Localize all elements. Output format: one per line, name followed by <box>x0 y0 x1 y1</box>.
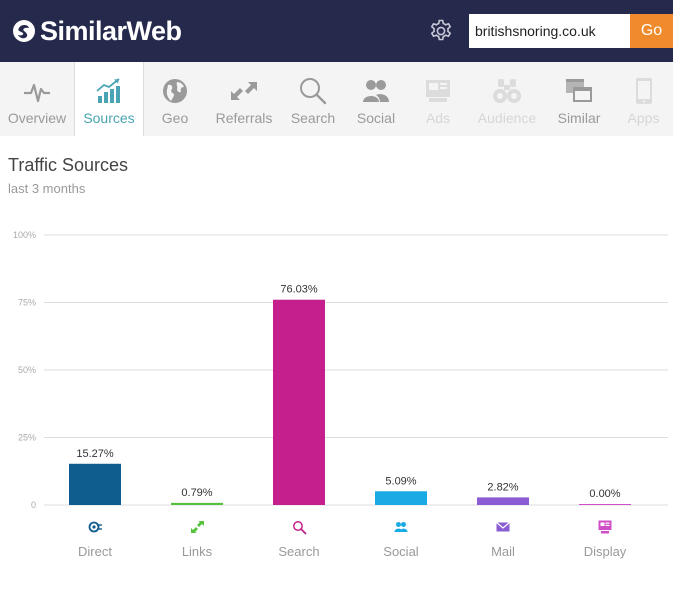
data-label: 5.09% <box>385 475 416 487</box>
nav-tab-label: Similar <box>557 110 601 126</box>
section-nav: Overview Sources Geo Referrals <box>0 62 673 136</box>
nav-tab-label: Ads <box>425 110 451 126</box>
nav-tab-label: Referrals <box>215 110 273 126</box>
page-title: Traffic Sources <box>8 155 129 175</box>
brand-name: SimilarWeb <box>40 15 182 46</box>
ads-icon <box>426 80 450 102</box>
website-search-input[interactable] <box>469 14 630 48</box>
data-label: 15.27% <box>76 448 114 460</box>
nav-tab-label: Social <box>356 110 396 126</box>
magnifier-icon <box>300 78 327 105</box>
nav-tab-similar[interactable]: Similar <box>546 62 612 136</box>
nav-tab-label: Search <box>290 110 336 126</box>
display-icon <box>598 520 612 534</box>
category-label: Links <box>182 544 213 559</box>
page-subtitle: last 3 months <box>8 181 86 196</box>
nav-tab-label: Apps <box>627 110 660 126</box>
category-label: Display <box>584 544 627 559</box>
nav-tab-ads[interactable]: Ads <box>408 62 468 136</box>
traffic-sources-bar-chart: 0 25% 50% 75% 100% 15.27% Direct 0.79% Links 76.… <box>13 230 668 559</box>
top-header: SimilarWeb Go <box>0 0 673 62</box>
bar-display[interactable] <box>579 504 631 505</box>
category-label: Social <box>383 544 419 559</box>
growth-chart-icon <box>96 78 120 103</box>
social-icon <box>394 522 408 532</box>
pulse-icon <box>24 83 50 103</box>
bar-search[interactable] <box>273 299 325 505</box>
nav-tab-label: Sources <box>83 110 135 126</box>
chart-bars <box>69 299 631 505</box>
nav-tab-audience[interactable]: Audience <box>470 62 544 136</box>
data-label: 76.03% <box>280 284 318 296</box>
similarweb-logo-icon <box>13 20 35 42</box>
bar-mail[interactable] <box>477 497 529 505</box>
bar-social[interactable] <box>375 491 427 505</box>
bar-links[interactable] <box>171 502 223 505</box>
nav-tab-apps[interactable]: Apps <box>614 62 673 136</box>
windows-icon <box>566 79 592 102</box>
nav-tab-label: Audience <box>477 110 537 126</box>
category-label: Mail <box>491 544 515 559</box>
nav-tab-label: Overview <box>7 110 67 126</box>
chart-labels: 15.27% Direct 0.79% Links 76.03% Search 5.09% S… <box>76 284 626 559</box>
nav-tab-sources[interactable]: Sources <box>74 62 144 136</box>
phone-icon <box>635 78 652 104</box>
brand-logo[interactable]: SimilarWeb <box>12 13 182 49</box>
y-tick-label: 100% <box>13 230 36 240</box>
data-label: 0.79% <box>181 487 212 499</box>
binoculars-icon <box>493 79 521 103</box>
data-label: 0.00% <box>589 488 620 500</box>
y-tick-label: 50% <box>18 365 36 375</box>
nav-tab-label: Geo <box>161 110 189 126</box>
data-label: 2.82% <box>487 481 518 493</box>
nav-tab-search[interactable]: Search <box>283 62 343 136</box>
bar-direct[interactable] <box>69 463 121 505</box>
nav-tab-referrals[interactable]: Referrals <box>207 62 281 136</box>
y-tick-label: 75% <box>18 298 36 308</box>
go-button[interactable]: Go <box>630 14 673 48</box>
globe-icon <box>163 79 187 103</box>
arrows-icon <box>231 82 257 100</box>
category-label: Search <box>278 544 319 559</box>
category-label: Direct <box>78 544 112 559</box>
gear-icon[interactable] <box>428 18 454 44</box>
chart-grid: 0 25% 50% 75% 100% <box>13 230 668 510</box>
people-icon <box>363 80 389 102</box>
links-icon <box>191 521 204 533</box>
y-tick-label: 0 <box>31 500 36 510</box>
nav-tab-overview[interactable]: Overview <box>0 62 74 136</box>
direct-icon <box>88 521 102 533</box>
nav-tab-social[interactable]: Social <box>346 62 406 136</box>
nav-tab-geo[interactable]: Geo <box>145 62 205 136</box>
mail-icon <box>496 522 510 532</box>
chart-category-icons <box>88 520 612 535</box>
search-icon <box>293 521 307 535</box>
y-tick-label: 25% <box>18 433 36 443</box>
